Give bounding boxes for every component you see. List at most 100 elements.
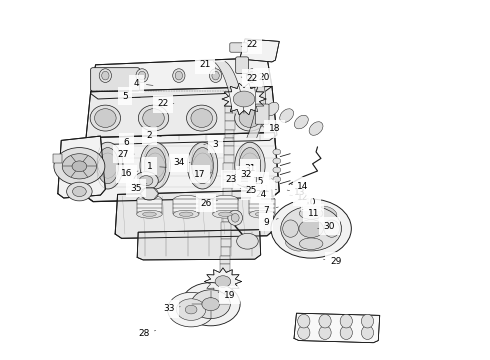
Text: 6: 6 (123, 138, 142, 147)
Text: 17: 17 (194, 170, 212, 179)
Text: 15: 15 (253, 177, 272, 186)
Text: 16: 16 (121, 169, 138, 178)
Text: 22: 22 (241, 74, 258, 83)
Ellipse shape (95, 109, 116, 127)
Text: 5: 5 (122, 92, 140, 101)
Text: 10: 10 (298, 198, 317, 207)
Bar (222, 188, 232, 197)
Text: 23: 23 (225, 175, 243, 184)
Circle shape (281, 206, 342, 251)
Text: 3: 3 (204, 140, 219, 149)
Ellipse shape (93, 142, 123, 189)
Ellipse shape (97, 148, 119, 184)
Ellipse shape (255, 212, 269, 216)
Text: 33: 33 (163, 304, 180, 313)
Bar (225, 121, 235, 130)
Bar (223, 163, 233, 172)
Text: 20: 20 (251, 73, 270, 82)
Ellipse shape (297, 314, 310, 328)
Ellipse shape (319, 314, 331, 328)
Ellipse shape (137, 210, 162, 218)
Ellipse shape (143, 109, 164, 127)
Text: 2: 2 (147, 131, 161, 140)
Ellipse shape (362, 314, 374, 328)
Circle shape (72, 161, 87, 172)
Bar (223, 172, 233, 180)
Bar (137, 199, 162, 214)
Circle shape (176, 299, 206, 320)
Polygon shape (91, 58, 272, 99)
Circle shape (139, 176, 153, 186)
Text: 26: 26 (200, 199, 218, 208)
Ellipse shape (285, 238, 305, 251)
Ellipse shape (213, 210, 238, 218)
Text: 4: 4 (133, 79, 153, 88)
Text: 28: 28 (138, 329, 156, 338)
Bar (223, 180, 233, 188)
Bar (222, 197, 232, 205)
Text: 11: 11 (259, 185, 277, 194)
Ellipse shape (239, 109, 261, 127)
Ellipse shape (210, 69, 222, 82)
Bar (220, 256, 230, 264)
Ellipse shape (137, 195, 162, 204)
Ellipse shape (140, 142, 171, 189)
FancyBboxPatch shape (255, 104, 269, 124)
Circle shape (54, 148, 105, 185)
Ellipse shape (213, 195, 238, 204)
Bar (173, 199, 199, 214)
Ellipse shape (228, 210, 243, 225)
Ellipse shape (299, 238, 323, 249)
Ellipse shape (238, 171, 250, 184)
Ellipse shape (175, 71, 182, 80)
Circle shape (67, 182, 92, 201)
Bar (225, 104, 235, 113)
Ellipse shape (309, 122, 323, 135)
Ellipse shape (179, 212, 193, 216)
Ellipse shape (173, 210, 199, 218)
Bar (222, 213, 232, 222)
Polygon shape (294, 313, 380, 343)
Ellipse shape (280, 109, 294, 122)
Bar (249, 199, 275, 214)
Circle shape (215, 276, 231, 287)
Circle shape (141, 187, 158, 200)
Circle shape (273, 149, 281, 155)
FancyBboxPatch shape (91, 68, 140, 91)
Ellipse shape (138, 71, 146, 80)
Text: 18: 18 (263, 125, 280, 134)
Text: 25: 25 (240, 186, 257, 195)
Bar (220, 247, 230, 256)
Text: 21: 21 (199, 60, 216, 69)
Ellipse shape (234, 168, 254, 186)
Circle shape (273, 176, 281, 182)
Ellipse shape (231, 213, 239, 222)
Ellipse shape (99, 69, 111, 82)
Ellipse shape (283, 220, 298, 237)
Bar (213, 199, 238, 214)
Text: 29: 29 (323, 256, 342, 266)
Bar (221, 239, 231, 247)
Ellipse shape (191, 109, 213, 127)
Ellipse shape (102, 71, 109, 80)
Ellipse shape (317, 206, 337, 219)
Ellipse shape (235, 142, 265, 189)
Circle shape (185, 305, 197, 314)
Ellipse shape (299, 208, 323, 219)
Bar (225, 113, 235, 121)
Text: 22: 22 (157, 99, 174, 108)
Text: 19: 19 (218, 291, 235, 300)
Ellipse shape (187, 105, 217, 131)
Text: 11: 11 (303, 209, 319, 217)
Bar (224, 130, 234, 138)
Ellipse shape (172, 69, 185, 82)
Ellipse shape (294, 115, 308, 129)
Ellipse shape (192, 148, 213, 184)
Bar (221, 230, 231, 239)
Bar (224, 147, 234, 155)
FancyBboxPatch shape (236, 57, 248, 73)
Bar (220, 264, 230, 273)
Ellipse shape (136, 69, 148, 82)
Ellipse shape (239, 148, 261, 184)
Circle shape (62, 154, 97, 179)
